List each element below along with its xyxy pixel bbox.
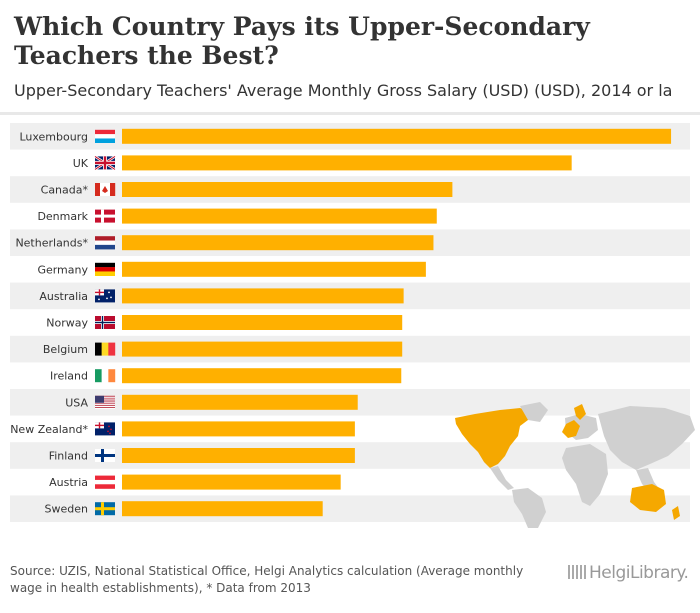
category-label: Germany — [37, 263, 88, 276]
category-label: Australia — [39, 290, 88, 303]
flags — [94, 129, 116, 516]
bar[interactable] — [122, 208, 437, 224]
category-label: Denmark — [37, 210, 88, 223]
bar[interactable] — [122, 182, 453, 197]
helgi-library-logo[interactable]: HelgiLibrary. — [568, 563, 689, 583]
map-europe-highlight — [562, 420, 580, 438]
header-divider — [0, 112, 700, 115]
new-zealand-flag-icon — [95, 422, 115, 436]
salary-bar-chart: Luxembourg UK Canada* Denmark Netherlands* Ge… — [10, 123, 695, 528]
map-scandinavia — [574, 404, 586, 420]
category-label: Austria — [49, 476, 88, 489]
category-label: Sweden — [45, 503, 88, 516]
bars — [122, 128, 672, 517]
category-label: Belgium — [43, 343, 88, 356]
canada-flag-icon — [95, 183, 116, 196]
map-new-zealand — [672, 506, 680, 520]
map-greenland — [520, 402, 548, 422]
category-labels: Luxembourg UK Canada* Denmark Netherlands* Ge… — [10, 130, 89, 515]
map-australia — [630, 484, 666, 512]
bar[interactable] — [122, 315, 403, 330]
uk-flag-icon — [94, 155, 116, 171]
source-note: Source: UZIS, National Statistical Offic… — [10, 564, 524, 595]
map-north-america — [455, 408, 530, 468]
denmark-flag-icon — [95, 209, 115, 223]
category-label: New Zealand* — [10, 423, 88, 436]
category-label: Finland — [49, 450, 88, 463]
category-label: UK — [73, 157, 89, 170]
world-map — [455, 402, 695, 528]
luxembourg-flag-icon — [95, 129, 115, 143]
bar[interactable] — [122, 155, 572, 171]
chart-title: Which Country Pays its Upper-Secondary T… — [14, 12, 590, 70]
map-south-america — [512, 488, 546, 528]
category-label: Netherlands* — [15, 237, 88, 250]
bar[interactable] — [122, 368, 402, 384]
bar[interactable] — [122, 474, 341, 490]
finland-flag-icon — [95, 449, 115, 462]
category-label: Norway — [46, 317, 88, 330]
category-label: USA — [65, 396, 88, 409]
usa-flag-icon — [95, 395, 115, 409]
category-label: Canada* — [41, 184, 89, 197]
norway-flag-icon — [95, 316, 115, 329]
library-logo-icon — [568, 565, 586, 579]
bar[interactable] — [122, 501, 323, 517]
ireland-flag-icon — [95, 369, 116, 383]
sweden-flag-icon — [95, 502, 115, 516]
australia-flag-icon — [95, 289, 115, 303]
belgium-flag-icon — [95, 342, 116, 356]
bar[interactable] — [122, 288, 404, 304]
bar[interactable] — [122, 128, 672, 144]
bar[interactable] — [122, 421, 355, 437]
chart-subtitle: Upper-Secondary Teachers' Average Monthl… — [14, 81, 673, 100]
netherlands-flag-icon — [95, 236, 115, 250]
bar[interactable] — [122, 261, 426, 277]
map-central-america — [490, 466, 514, 490]
bar[interactable] — [122, 394, 358, 410]
category-label: Luxembourg — [19, 130, 88, 143]
austria-flag-icon — [95, 475, 115, 489]
bar[interactable] — [122, 341, 403, 357]
bar[interactable] — [122, 235, 434, 251]
bar[interactable] — [122, 448, 355, 463]
logo-text: HelgiLibrary. — [589, 563, 689, 583]
category-label: Ireland — [50, 370, 88, 383]
germany-flag-icon — [95, 262, 115, 276]
map-asia — [598, 406, 695, 470]
map-africa — [562, 444, 608, 506]
